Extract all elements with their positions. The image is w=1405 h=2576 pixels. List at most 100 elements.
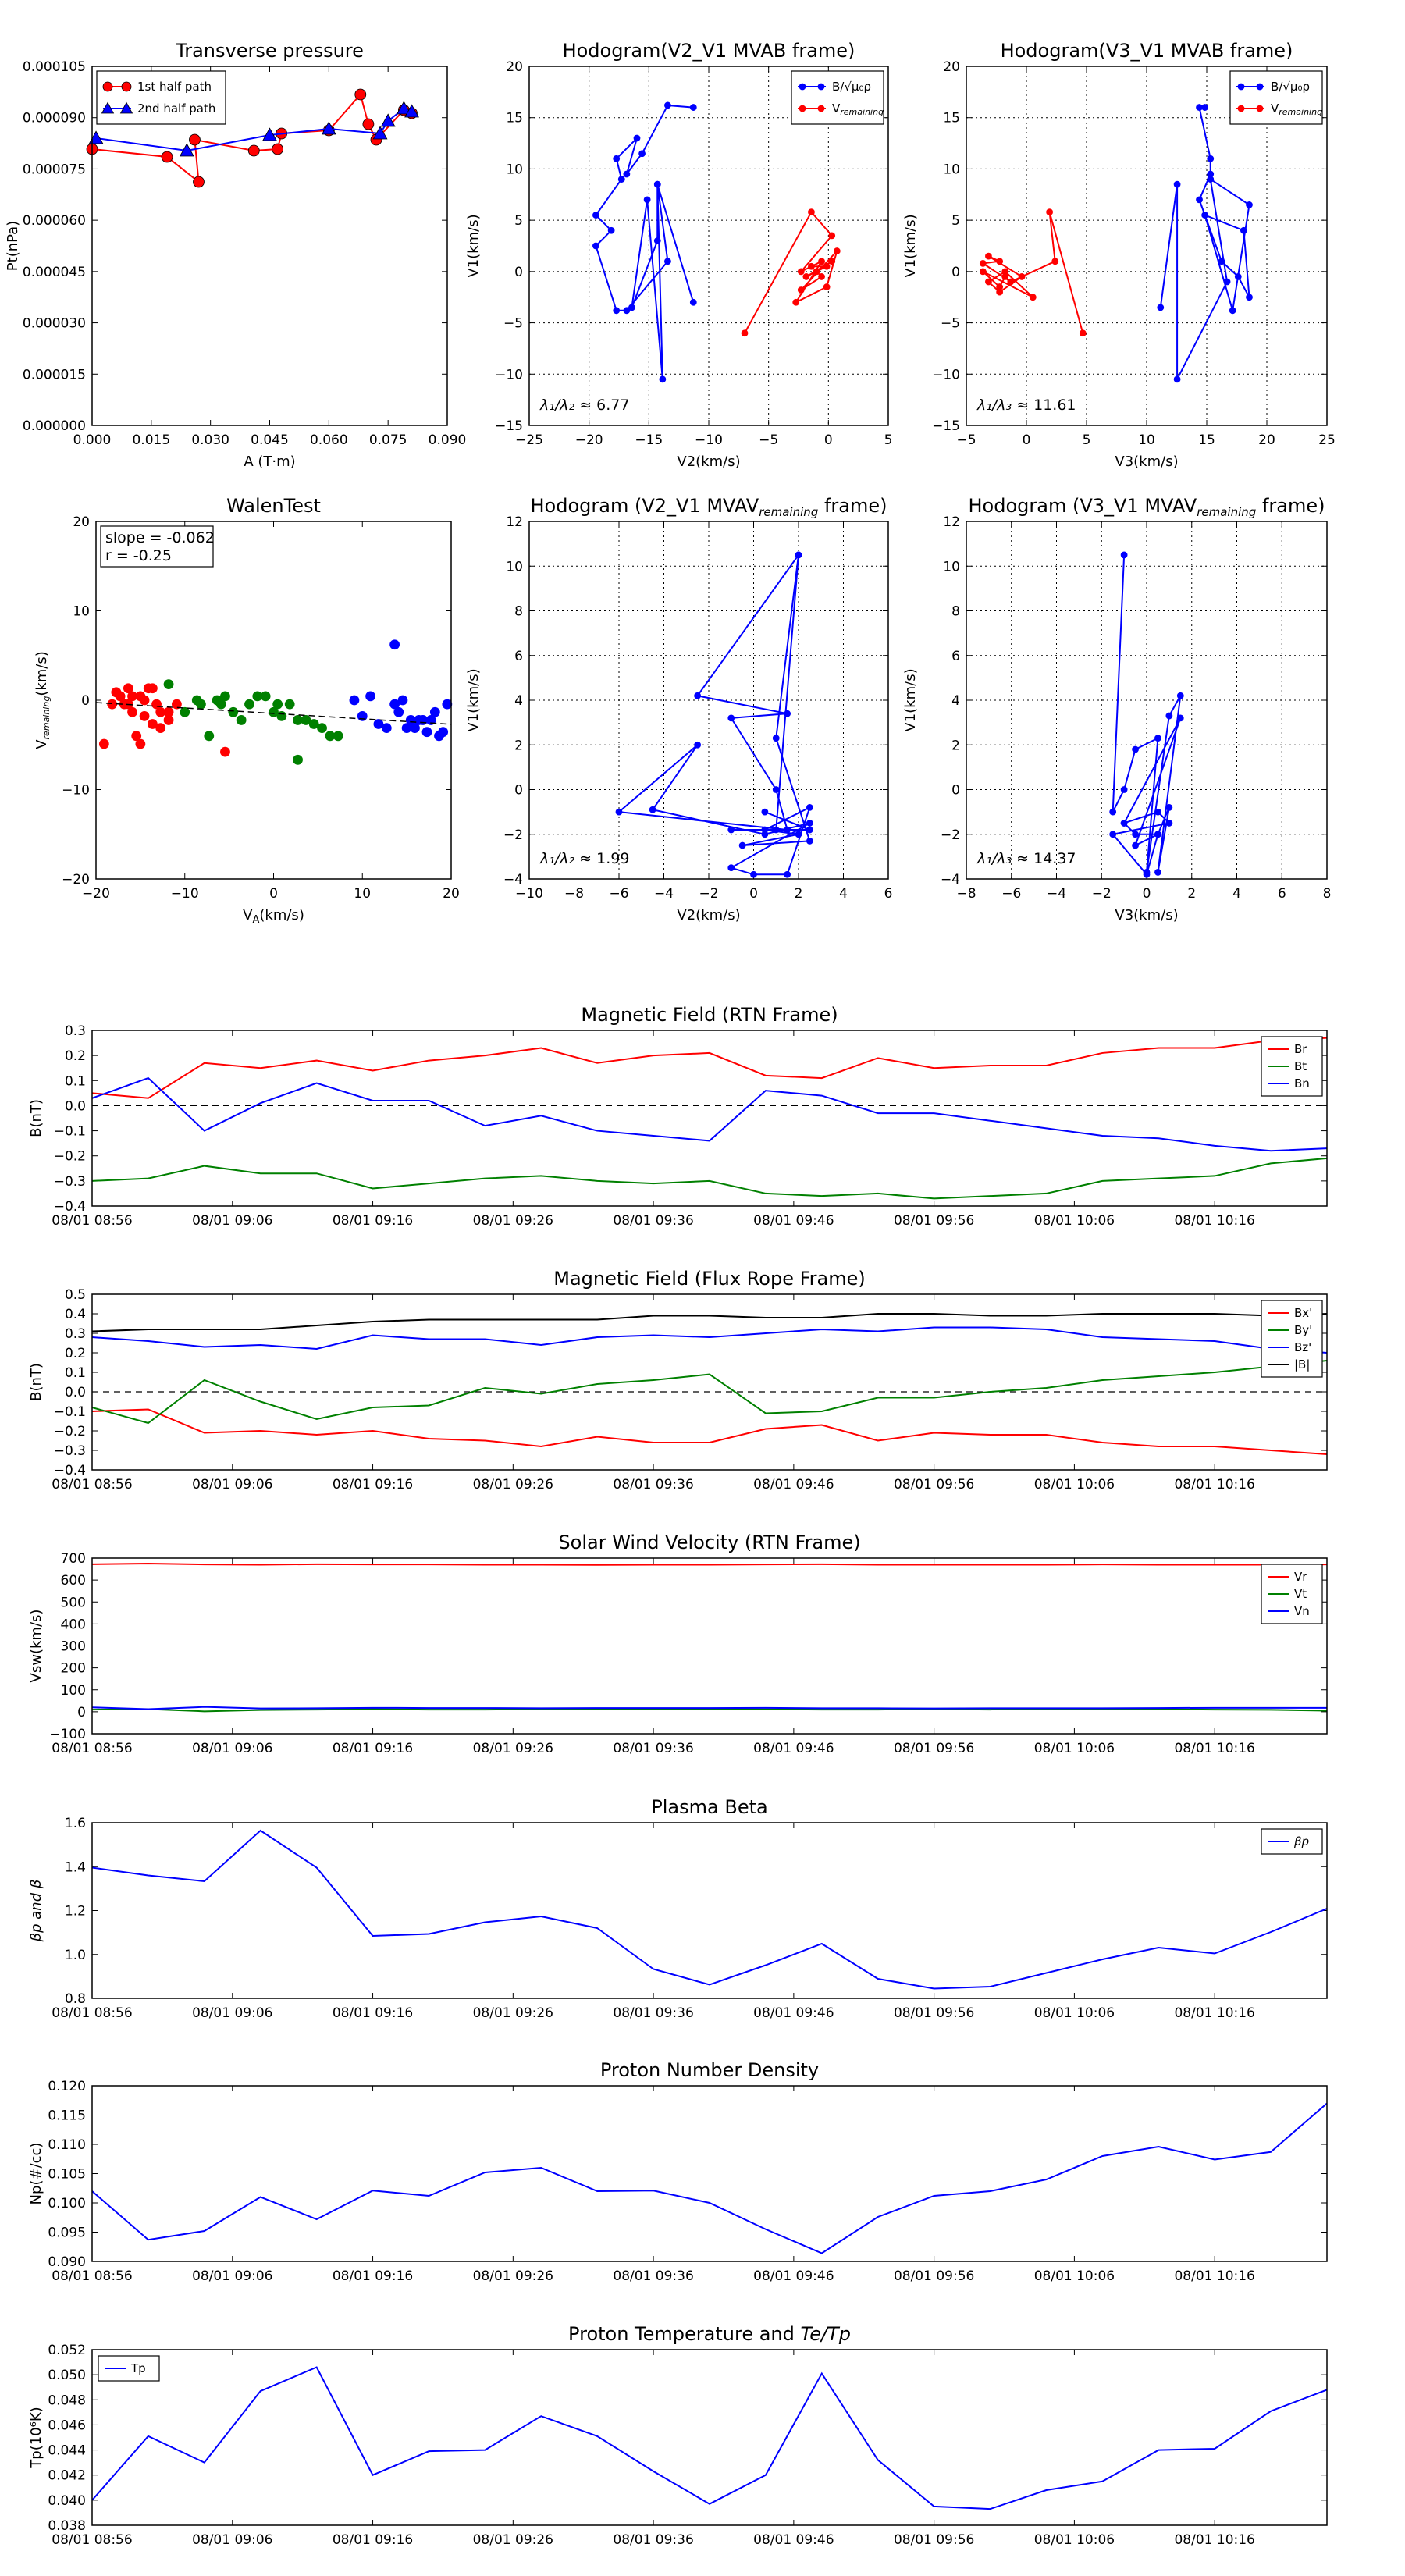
y-axis-label: βp and β bbox=[28, 1880, 44, 1943]
series-v bbox=[615, 551, 813, 878]
y-tick-label: 0.095 bbox=[48, 2226, 86, 2241]
x-tick-label: −20 bbox=[575, 432, 603, 448]
x-tick-label: 25 bbox=[1318, 432, 1336, 448]
legend-label: Br bbox=[1294, 1042, 1307, 1056]
y-tick-label: 0.120 bbox=[48, 2079, 86, 2094]
fit-line bbox=[95, 702, 452, 725]
data-point bbox=[1132, 745, 1139, 753]
legend-label: Bn bbox=[1294, 1076, 1310, 1091]
x-tick-label: 08/01 09:06 bbox=[192, 2532, 272, 2548]
series-vremaining bbox=[741, 208, 841, 337]
annotation-text: λ₁/λ₃ ≈ 14.37 bbox=[976, 850, 1076, 867]
data-point bbox=[784, 826, 791, 834]
data-point bbox=[135, 738, 146, 749]
data-point bbox=[354, 88, 367, 101]
data-point bbox=[741, 329, 749, 337]
x-axis-label: A (T·m) bbox=[244, 454, 295, 470]
series-line-Bx bbox=[91, 1408, 1328, 1455]
data-point bbox=[139, 710, 150, 721]
x-tick-label: 08/01 09:36 bbox=[613, 1741, 693, 1756]
legend-marker bbox=[101, 101, 115, 114]
plot-frame bbox=[91, 2349, 1328, 2526]
y-tick-label: 0 bbox=[951, 783, 960, 799]
annotation-text: λ₁/λ₂ ≈ 1.99 bbox=[539, 850, 629, 867]
legend-marker bbox=[1237, 105, 1245, 112]
series-line-Bn bbox=[91, 1076, 1328, 1152]
data-point bbox=[389, 639, 400, 650]
series-line-Br bbox=[91, 1037, 1328, 1099]
x-tick-label: 10 bbox=[354, 886, 371, 902]
x-tick-label: −20 bbox=[82, 886, 110, 902]
data-point bbox=[979, 259, 987, 267]
x-tick-label: 2 bbox=[1187, 886, 1196, 902]
legend-label: 1st half path bbox=[137, 80, 212, 94]
y-tick-label: 0.038 bbox=[48, 2518, 86, 2534]
annotation-box bbox=[100, 525, 214, 568]
y-tick-label: 0.2 bbox=[65, 1048, 86, 1064]
x-tick-label: 0 bbox=[1143, 886, 1151, 902]
chart-h3: Hodogram (V2_V1 MVAVremaining frame)−10−… bbox=[465, 495, 892, 923]
x-tick-label: 10 bbox=[1138, 432, 1155, 448]
y-axis-label: Np(#/cc) bbox=[28, 2143, 44, 2205]
y-tick-label: 0.110 bbox=[48, 2137, 86, 2153]
x-tick-label: 08/01 10:06 bbox=[1034, 2532, 1115, 2548]
plot-frame bbox=[91, 66, 448, 426]
data-point bbox=[293, 715, 303, 725]
data-point bbox=[397, 695, 408, 706]
data-point bbox=[1246, 201, 1253, 208]
legend-label: B/√μ₀ρ bbox=[1271, 80, 1310, 94]
y-tick-label: 10 bbox=[506, 162, 523, 177]
data-point bbox=[823, 283, 831, 290]
data-point bbox=[228, 706, 239, 717]
y-axis-label: Vsw(km/s) bbox=[28, 1610, 44, 1683]
data-point bbox=[1120, 820, 1128, 827]
data-point bbox=[139, 695, 150, 706]
y-tick-label: 10 bbox=[943, 559, 960, 575]
x-tick-label: 08/01 08:56 bbox=[52, 2532, 132, 2548]
plot-frame bbox=[966, 66, 1328, 426]
x-tick-label: −10 bbox=[695, 432, 723, 448]
legend-marker bbox=[121, 81, 132, 92]
y-tick-label: 1.6 bbox=[65, 1816, 86, 1831]
y-tick-label: −5 bbox=[941, 316, 960, 332]
y-tick-label: 2 bbox=[514, 738, 523, 753]
y-tick-label: 0 bbox=[514, 265, 523, 280]
x-tick-label: 08/01 09:16 bbox=[333, 2268, 413, 2284]
data-point bbox=[1176, 692, 1184, 699]
x-axis-label: V2(km/s) bbox=[677, 454, 740, 470]
data-point bbox=[784, 710, 791, 717]
x-tick-label: 08/01 10:06 bbox=[1034, 1213, 1115, 1229]
data-point bbox=[429, 706, 440, 717]
x-tick-label: 08/01 10:06 bbox=[1034, 1477, 1115, 1493]
chart-title: Hodogram (V2_V1 MVAVremaining frame) bbox=[531, 495, 887, 519]
data-point bbox=[1001, 273, 1009, 280]
legend-marker bbox=[799, 83, 806, 91]
data-point bbox=[1165, 804, 1173, 811]
x-tick-label: 08/01 09:26 bbox=[473, 1477, 553, 1493]
x-tick-label: 08/01 10:16 bbox=[1174, 1477, 1254, 1493]
data-point bbox=[220, 691, 230, 702]
x-tick-label: 08/01 09:56 bbox=[894, 2532, 974, 2548]
series-line-Tp bbox=[91, 2366, 1328, 2510]
data-point bbox=[996, 283, 1004, 290]
plot-frame bbox=[91, 1822, 1328, 1999]
y-tick-label: 20 bbox=[73, 514, 90, 530]
x-tick-label: 08/01 09:16 bbox=[333, 1213, 413, 1229]
x-tick-label: 08/01 08:56 bbox=[52, 2268, 132, 2284]
data-point bbox=[808, 208, 815, 216]
data-point bbox=[1229, 307, 1236, 315]
y-tick-label: 100 bbox=[61, 1683, 86, 1699]
data-point bbox=[362, 118, 375, 130]
data-point bbox=[373, 719, 384, 729]
x-tick-label: −2 bbox=[699, 886, 718, 902]
data-point bbox=[792, 298, 800, 306]
x-tick-label: 08/01 09:46 bbox=[753, 1741, 834, 1756]
data-point bbox=[1196, 196, 1203, 204]
x-tick-label: 0 bbox=[1023, 432, 1031, 448]
data-point bbox=[115, 691, 126, 702]
data-point bbox=[349, 695, 360, 706]
data-point bbox=[98, 738, 109, 749]
x-tick-label: 08/01 09:26 bbox=[473, 2005, 553, 2021]
legend-marker bbox=[119, 101, 133, 114]
data-point bbox=[442, 699, 453, 710]
